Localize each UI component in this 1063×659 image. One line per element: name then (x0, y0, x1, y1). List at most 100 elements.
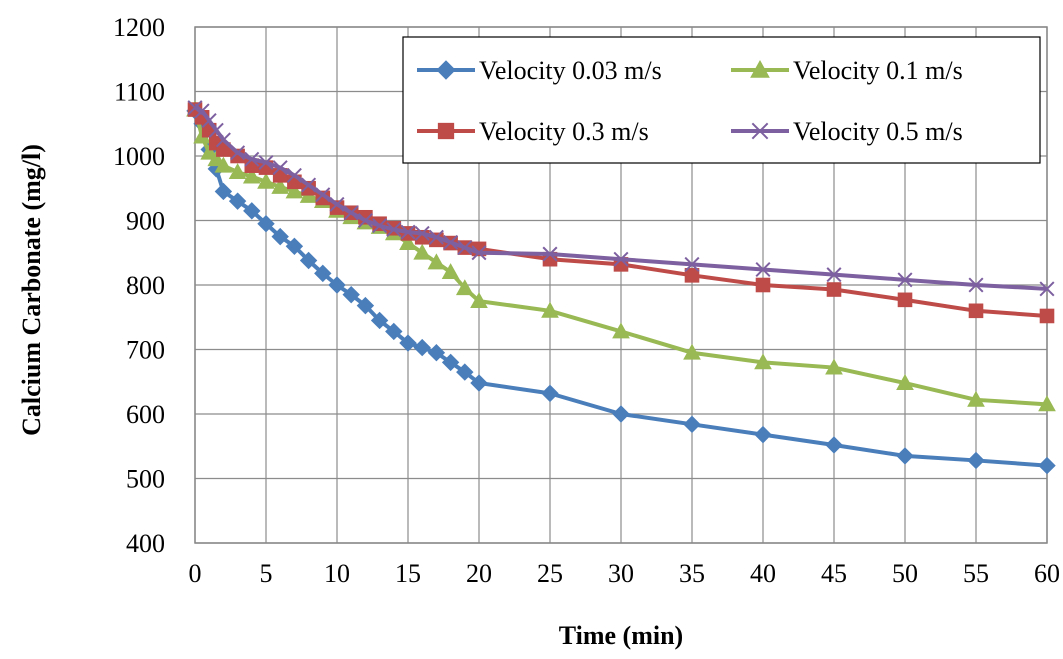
data-point (968, 303, 984, 319)
data-point (825, 358, 843, 375)
x-tick-label: 35 (679, 559, 705, 588)
data-point (683, 343, 701, 360)
data-point (967, 390, 985, 407)
legend: Velocity 0.03 m/s Velocity 0.1 m/s Velocit… (402, 36, 1041, 164)
data-point (470, 374, 488, 392)
x-tick-label: 45 (821, 559, 847, 588)
data-point (215, 132, 231, 148)
data-point (825, 436, 843, 454)
x-tick-label: 30 (608, 559, 634, 588)
data-point (271, 177, 290, 194)
x-tick-label: 60 (1034, 559, 1060, 588)
data-point (470, 292, 488, 309)
y-tick-label: 800 (126, 271, 165, 300)
data-point (967, 451, 985, 470)
data-point (826, 282, 842, 297)
data-point (826, 267, 842, 283)
x-tick-label: 40 (750, 559, 776, 588)
data-point (1038, 395, 1056, 412)
y-axis-tick-labels: 400 500 600 700 800 900 1000 1100 1200 (113, 13, 165, 558)
data-point (684, 268, 700, 283)
data-point (370, 311, 389, 330)
data-point (329, 196, 345, 212)
data-point (214, 156, 233, 173)
y-tick-label: 500 (126, 465, 165, 494)
data-point (385, 322, 403, 341)
data-point (285, 237, 304, 256)
legend-entry-3: Velocity 0.3 m/s (417, 117, 649, 146)
y-tick-label: 400 (126, 529, 165, 558)
y-tick-label: 1200 (113, 13, 165, 42)
data-point (356, 296, 375, 315)
data-point (542, 246, 558, 262)
data-point (214, 182, 233, 201)
data-point (413, 243, 432, 260)
x-axis-tick-labels: 0 5 10 15 20 25 30 35 40 45 50 55 60 (189, 559, 1061, 588)
data-point (896, 374, 914, 390)
y-tick-label: 700 (126, 336, 165, 365)
data-point (897, 292, 913, 308)
data-point (357, 212, 373, 229)
data-point (372, 218, 388, 234)
data-point (1038, 456, 1056, 475)
data-point (400, 224, 416, 240)
data-point (684, 256, 700, 272)
legend-marker (437, 122, 455, 140)
data-point (399, 234, 417, 250)
data-point (301, 177, 317, 193)
data-point (612, 322, 630, 339)
data-point (754, 425, 772, 444)
data-point (299, 251, 318, 270)
data-point (443, 234, 459, 250)
y-axis-title: Calcium Carbonate (mg/l) (17, 144, 46, 436)
data-point (207, 150, 226, 167)
legend-label: Velocity 0.1 m/s (793, 56, 963, 85)
data-point (683, 415, 701, 434)
data-point (257, 215, 275, 233)
data-point (271, 227, 289, 246)
data-point (285, 182, 304, 199)
data-point (243, 202, 261, 220)
plot-area-border (194, 26, 1048, 544)
data-point (427, 344, 446, 362)
data-point (314, 264, 332, 283)
data-point (399, 334, 417, 352)
x-tick-label: 0 (189, 559, 202, 588)
y-tick-label: 900 (126, 207, 165, 236)
data-point (286, 167, 302, 183)
data-point (968, 277, 984, 293)
x-axis-title: Time (min) (559, 621, 683, 650)
data-point (1039, 308, 1055, 324)
x-tick-label: 55 (963, 559, 989, 588)
data-point (414, 225, 430, 241)
legend-label: Velocity 0.5 m/s (793, 117, 963, 146)
legend-entry-4: Velocity 0.5 m/s (731, 117, 963, 146)
x-tick-label: 25 (537, 559, 563, 588)
legend-entry-2: Velocity 0.1 m/s (731, 56, 963, 85)
data-point (896, 447, 914, 465)
data-point (612, 405, 630, 423)
data-point (228, 192, 247, 210)
data-point (242, 167, 261, 184)
data-point (1039, 281, 1055, 297)
data-point (230, 145, 246, 161)
data-point (471, 245, 487, 261)
data-point (455, 279, 474, 296)
data-point (441, 353, 460, 372)
legend-marker (751, 122, 769, 140)
data-point (315, 187, 331, 203)
data-point (897, 272, 913, 288)
data-point (413, 338, 431, 357)
legend-marker (436, 60, 456, 80)
legend-box (402, 36, 1041, 164)
x-tick-label: 10 (324, 559, 350, 588)
data-point (457, 240, 473, 256)
y-tick-label: 1100 (114, 78, 165, 107)
x-tick-label: 5 (260, 559, 273, 588)
data-point (754, 353, 772, 370)
data-point (342, 285, 360, 304)
series-layer (186, 100, 1056, 475)
data-point (755, 277, 771, 293)
